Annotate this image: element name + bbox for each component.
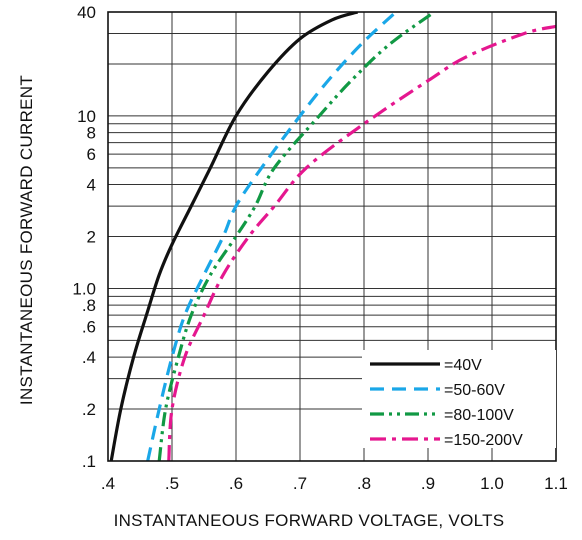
x-tick-label: .5 bbox=[165, 474, 179, 493]
legend: =40V =50-60V =80-100V =150-200V bbox=[362, 350, 556, 449]
legend-label-1: =40V bbox=[444, 357, 482, 374]
legend-label-4: =150-200V bbox=[444, 432, 523, 449]
x-tick-label: .4 bbox=[101, 474, 115, 493]
x-tick-label: .6 bbox=[229, 474, 243, 493]
x-tick-label: .9 bbox=[421, 474, 435, 493]
y-tick-label: 8 bbox=[87, 124, 96, 143]
y-tick-label: 1.0 bbox=[72, 279, 96, 298]
y-tick-label: 4 bbox=[87, 176, 96, 195]
y-tick-label: .2 bbox=[82, 400, 96, 419]
legend-label-3: =80-100V bbox=[444, 407, 514, 424]
y-tick-label: .4 bbox=[82, 348, 96, 367]
x-tick-label: 1.1 bbox=[544, 474, 568, 493]
y-tick-label: .8 bbox=[82, 296, 96, 315]
series-line-1 bbox=[109, 12, 359, 461]
x-tick-label: .7 bbox=[293, 474, 307, 493]
y-tick-label: 40 bbox=[77, 3, 96, 22]
series-clip-group bbox=[109, 12, 556, 461]
x-tick-label: 1.0 bbox=[480, 474, 504, 493]
legend-label-2: =50-60V bbox=[444, 382, 505, 399]
x-axis-title: INSTANTANEOUS FORWARD VOLTAGE, VOLTS bbox=[114, 511, 505, 530]
series-line-4 bbox=[167, 24, 556, 461]
legend-box bbox=[362, 350, 556, 448]
y-tick-label: 2 bbox=[87, 228, 96, 247]
grid bbox=[107, 11, 557, 462]
y-axis-title: INSTANTANEOUS FORWARD CURRENT bbox=[17, 75, 36, 405]
plot-frame bbox=[107, 11, 557, 462]
plot-border bbox=[107, 11, 557, 462]
x-tick-label: .8 bbox=[357, 474, 371, 493]
y-tick-label: .6 bbox=[82, 318, 96, 337]
y-tick-label: 6 bbox=[87, 145, 96, 164]
y-tick-label: .1 bbox=[82, 452, 96, 471]
series-lines bbox=[109, 12, 556, 461]
y-tick-label: 10 bbox=[77, 107, 96, 126]
